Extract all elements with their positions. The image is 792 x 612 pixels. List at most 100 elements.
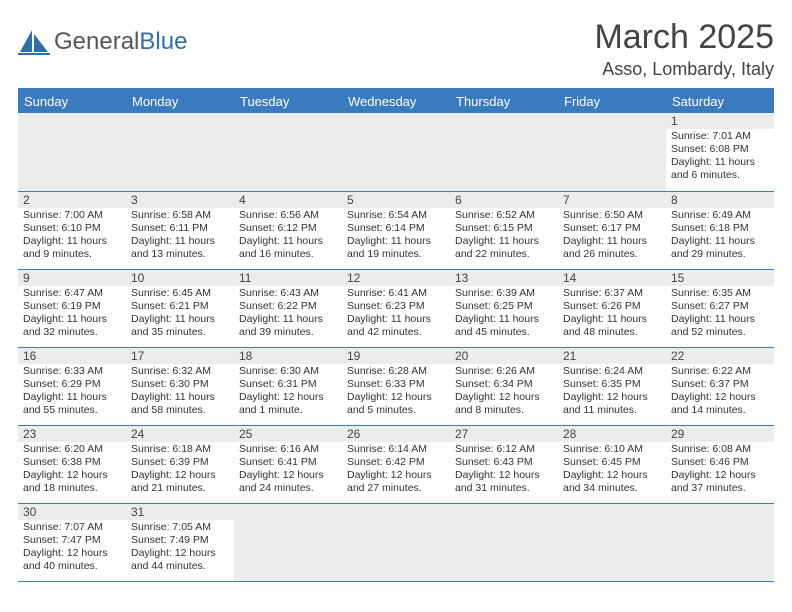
- detail-line: Sunrise: 6:18 AM: [131, 443, 229, 456]
- day-cell: [558, 503, 666, 581]
- day-details: Sunrise: 6:08 AMSunset: 6:46 PMDaylight:…: [666, 442, 774, 497]
- day-details: Sunrise: 6:30 AMSunset: 6:31 PMDaylight:…: [234, 364, 342, 419]
- day-number: 23: [18, 426, 126, 442]
- detail-line: Sunset: 7:47 PM: [23, 534, 121, 547]
- day-header: Saturday: [666, 89, 774, 113]
- day-number: 4: [234, 192, 342, 208]
- day-cell: 28Sunrise: 6:10 AMSunset: 6:45 PMDayligh…: [558, 425, 666, 503]
- detail-line: Daylight: 11 hours and 29 minutes.: [671, 235, 769, 261]
- detail-line: Sunrise: 6:10 AM: [563, 443, 661, 456]
- detail-line: Sunset: 6:11 PM: [131, 222, 229, 235]
- table-row: 23Sunrise: 6:20 AMSunset: 6:38 PMDayligh…: [18, 425, 774, 503]
- detail-line: Sunset: 6:22 PM: [239, 300, 337, 313]
- day-number: 30: [18, 504, 126, 520]
- detail-line: Daylight: 12 hours and 8 minutes.: [455, 391, 553, 417]
- detail-line: Sunrise: 6:33 AM: [23, 365, 121, 378]
- day-cell: [234, 113, 342, 191]
- day-details: Sunrise: 6:16 AMSunset: 6:41 PMDaylight:…: [234, 442, 342, 497]
- day-details: Sunrise: 6:12 AMSunset: 6:43 PMDaylight:…: [450, 442, 558, 497]
- day-header-row: SundayMondayTuesdayWednesdayThursdayFrid…: [18, 89, 774, 113]
- detail-line: Sunrise: 6:39 AM: [455, 287, 553, 300]
- day-cell: [234, 503, 342, 581]
- detail-line: Sunrise: 7:00 AM: [23, 209, 121, 222]
- detail-line: Sunrise: 7:05 AM: [131, 521, 229, 534]
- month-title: March 2025: [594, 18, 774, 57]
- detail-line: Sunrise: 6:47 AM: [23, 287, 121, 300]
- day-number: 14: [558, 270, 666, 286]
- detail-line: Daylight: 12 hours and 21 minutes.: [131, 469, 229, 495]
- detail-line: Sunset: 6:23 PM: [347, 300, 445, 313]
- day-cell: [666, 503, 774, 581]
- day-number: 8: [666, 192, 774, 208]
- detail-line: Sunrise: 7:01 AM: [671, 130, 769, 143]
- detail-line: Sunrise: 6:08 AM: [671, 443, 769, 456]
- detail-line: Daylight: 12 hours and 37 minutes.: [671, 469, 769, 495]
- detail-line: Sunset: 6:17 PM: [563, 222, 661, 235]
- location-text: Asso, Lombardy, Italy: [594, 59, 774, 80]
- detail-line: Sunrise: 6:45 AM: [131, 287, 229, 300]
- day-cell: 6Sunrise: 6:52 AMSunset: 6:15 PMDaylight…: [450, 191, 558, 269]
- sail-icon: [18, 28, 50, 56]
- detail-line: Sunset: 6:29 PM: [23, 378, 121, 391]
- detail-line: Sunrise: 6:30 AM: [239, 365, 337, 378]
- table-row: 2Sunrise: 7:00 AMSunset: 6:10 PMDaylight…: [18, 191, 774, 269]
- day-number: 12: [342, 270, 450, 286]
- day-details: Sunrise: 6:58 AMSunset: 6:11 PMDaylight:…: [126, 208, 234, 263]
- header: GeneralBlue March 2025 Asso, Lombardy, I…: [18, 18, 774, 80]
- detail-line: Daylight: 12 hours and 24 minutes.: [239, 469, 337, 495]
- day-cell: 13Sunrise: 6:39 AMSunset: 6:25 PMDayligh…: [450, 269, 558, 347]
- day-cell: 17Sunrise: 6:32 AMSunset: 6:30 PMDayligh…: [126, 347, 234, 425]
- day-details: Sunrise: 7:05 AMSunset: 7:49 PMDaylight:…: [126, 520, 234, 575]
- day-cell: 11Sunrise: 6:43 AMSunset: 6:22 PMDayligh…: [234, 269, 342, 347]
- calendar-table: SundayMondayTuesdayWednesdayThursdayFrid…: [18, 88, 774, 582]
- detail-line: Sunrise: 6:14 AM: [347, 443, 445, 456]
- day-cell: [558, 113, 666, 191]
- day-details: Sunrise: 6:37 AMSunset: 6:26 PMDaylight:…: [558, 286, 666, 341]
- day-number: 15: [666, 270, 774, 286]
- detail-line: Sunset: 6:12 PM: [239, 222, 337, 235]
- detail-line: Daylight: 12 hours and 34 minutes.: [563, 469, 661, 495]
- day-details: Sunrise: 6:20 AMSunset: 6:38 PMDaylight:…: [18, 442, 126, 497]
- detail-line: Sunset: 6:08 PM: [671, 143, 769, 156]
- detail-line: Daylight: 11 hours and 16 minutes.: [239, 235, 337, 261]
- detail-line: Sunset: 6:26 PM: [563, 300, 661, 313]
- detail-line: Sunset: 6:21 PM: [131, 300, 229, 313]
- detail-line: Daylight: 11 hours and 48 minutes.: [563, 313, 661, 339]
- detail-line: Sunset: 6:41 PM: [239, 456, 337, 469]
- day-number: 1: [666, 113, 774, 129]
- detail-line: Daylight: 12 hours and 1 minute.: [239, 391, 337, 417]
- day-header: Wednesday: [342, 89, 450, 113]
- detail-line: Daylight: 12 hours and 18 minutes.: [23, 469, 121, 495]
- detail-line: Daylight: 11 hours and 42 minutes.: [347, 313, 445, 339]
- day-details: Sunrise: 6:24 AMSunset: 6:35 PMDaylight:…: [558, 364, 666, 419]
- detail-line: Sunrise: 7:07 AM: [23, 521, 121, 534]
- detail-line: Daylight: 11 hours and 6 minutes.: [671, 156, 769, 182]
- brand-a: General: [54, 28, 139, 55]
- detail-line: Sunset: 6:30 PM: [131, 378, 229, 391]
- day-details: Sunrise: 6:43 AMSunset: 6:22 PMDaylight:…: [234, 286, 342, 341]
- day-number: 13: [450, 270, 558, 286]
- day-cell: 3Sunrise: 6:58 AMSunset: 6:11 PMDaylight…: [126, 191, 234, 269]
- detail-line: Sunset: 6:37 PM: [671, 378, 769, 391]
- detail-line: Sunrise: 6:24 AM: [563, 365, 661, 378]
- day-number: 7: [558, 192, 666, 208]
- detail-line: Daylight: 11 hours and 9 minutes.: [23, 235, 121, 261]
- day-cell: 10Sunrise: 6:45 AMSunset: 6:21 PMDayligh…: [126, 269, 234, 347]
- detail-line: Sunrise: 6:52 AM: [455, 209, 553, 222]
- day-number: 31: [126, 504, 234, 520]
- detail-line: Sunrise: 6:43 AM: [239, 287, 337, 300]
- detail-line: Daylight: 11 hours and 26 minutes.: [563, 235, 661, 261]
- table-row: 30Sunrise: 7:07 AMSunset: 7:47 PMDayligh…: [18, 503, 774, 581]
- table-row: 9Sunrise: 6:47 AMSunset: 6:19 PMDaylight…: [18, 269, 774, 347]
- day-details: Sunrise: 7:00 AMSunset: 6:10 PMDaylight:…: [18, 208, 126, 263]
- detail-line: Sunrise: 6:20 AM: [23, 443, 121, 456]
- detail-line: Daylight: 12 hours and 31 minutes.: [455, 469, 553, 495]
- day-cell: 26Sunrise: 6:14 AMSunset: 6:42 PMDayligh…: [342, 425, 450, 503]
- detail-line: Sunrise: 6:28 AM: [347, 365, 445, 378]
- detail-line: Daylight: 11 hours and 58 minutes.: [131, 391, 229, 417]
- detail-line: Daylight: 11 hours and 35 minutes.: [131, 313, 229, 339]
- detail-line: Sunset: 6:31 PM: [239, 378, 337, 391]
- table-row: 1Sunrise: 7:01 AMSunset: 6:08 PMDaylight…: [18, 113, 774, 191]
- brand-logo: GeneralBlue: [18, 28, 187, 56]
- day-cell: 9Sunrise: 6:47 AMSunset: 6:19 PMDaylight…: [18, 269, 126, 347]
